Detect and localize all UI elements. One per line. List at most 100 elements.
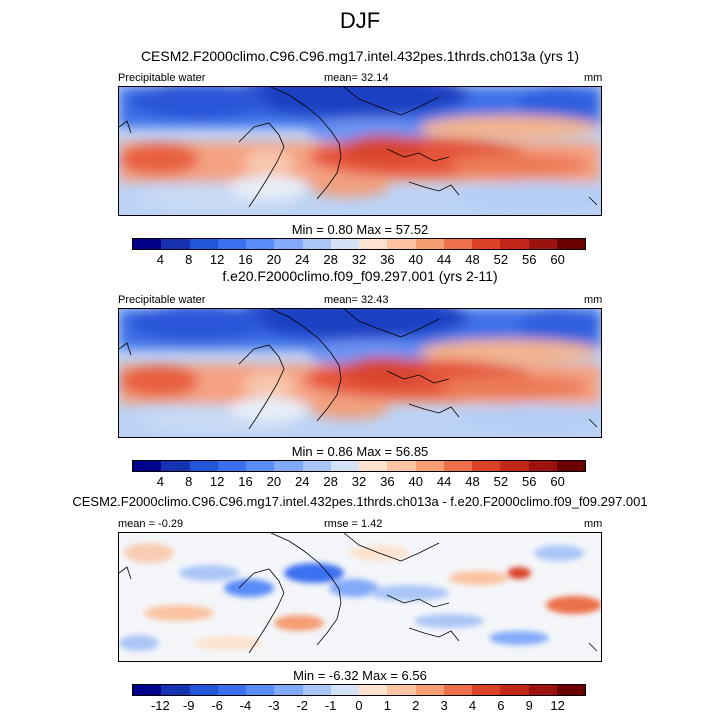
colorbar-swatch [528,461,557,471]
colorbar-tick-label: 6 [497,698,505,713]
colorbar-abs-2-ticks: 4 8 12 16 20 24 28 32 36 40 44 48 52 56 60 [132,474,586,489]
colorbar-swatch [415,685,444,695]
colorbar-swatch [189,239,218,249]
colorbar-swatch [246,685,275,695]
colorbar-tick-label: 4 [468,698,477,713]
panel2-mean-label: mean= 32.43 [324,294,389,306]
colorbar-tick-label: 0 [355,698,363,713]
colorbar-swatch [330,461,359,471]
colorbar-swatch [528,685,557,695]
colorbar-diff [132,684,586,696]
colorbar-tick-label: 56 [522,252,537,267]
colorbar-tick-label: 48 [465,474,480,489]
colorbar-swatch [330,239,359,249]
colorbar-swatch [189,461,218,471]
colorbar-swatch [387,685,416,695]
colorbar-swatch [359,685,388,695]
panel1-title: CESM2.F2000climo.C96.C96.mg17.intel.432p… [140,48,580,64]
colorbar-swatch [302,685,331,695]
colorbar-abs-1-ticks: 4 8 12 16 20 24 28 32 36 40 44 48 52 56 60 [132,252,586,267]
colorbar-tick-label: 8 [185,474,193,489]
colorbar-tick-label: 9 [525,698,533,713]
colorbar-tick-label: 20 [266,252,282,267]
colorbar-swatch [133,685,162,695]
colorbar-tick-label: 28 [323,474,338,489]
colorbar-tick-label: 2 [412,698,420,713]
panel2-title: f.e20.F2000climo.f09_f09.297.001 (yrs 2-… [222,268,498,284]
colorbar-swatch [500,461,529,471]
colorbar-swatch [500,239,529,249]
colorbar-swatch [556,461,585,471]
colorbar-tick-label: -3 [268,698,280,713]
panel1-map [118,86,602,216]
colorbar-abs-1 [132,238,586,250]
colorbar-swatch [217,239,246,249]
colorbar-tick-label: 8 [185,252,193,267]
colorbar-tick-label: 32 [351,252,367,267]
colorbar-swatch [302,239,331,249]
colorbar-tick-label: 52 [493,252,509,267]
panel2-units: mm [584,294,603,306]
colorbar-tick-label: 60 [550,474,565,489]
colorbar-swatch [472,461,501,471]
colorbar-tick-label: 60 [550,252,565,267]
colorbar-abs-2 [132,460,586,472]
colorbar-swatch [443,461,472,471]
colorbar-tick-label: -9 [182,698,195,713]
panel1-variable-label: Precipitable water [118,72,206,84]
colorbar-tick-label: 48 [465,252,480,267]
colorbar-swatch [387,461,416,471]
colorbar-swatch [133,461,162,471]
panel2-variable-label: Precipitable water [118,294,206,306]
colorbar-tick-label: 36 [380,252,395,267]
colorbar-swatch [217,461,246,471]
colorbar-tick-label: 24 [295,252,310,267]
colorbar-tick-label: 44 [436,474,452,489]
panel3-title: CESM2.F2000climo.C96.C96.mg17.intel.432p… [72,494,648,509]
panel1-mean-label: mean= 32.14 [324,72,389,84]
colorbar-tick-label: 3 [440,698,448,713]
colorbar-swatch [556,685,585,695]
panel3-heatmap [119,533,601,661]
colorbar-tick-label: 16 [238,474,253,489]
colorbar-swatch [189,685,218,695]
colorbar-tick-label: -2 [296,698,309,713]
colorbar-tick-label: 40 [408,252,423,267]
colorbar-swatch [246,239,275,249]
colorbar-swatch [472,685,501,695]
panel3-mean-label: mean = -0.29 [118,518,184,530]
colorbar-swatch [415,461,444,471]
colorbar-swatch [246,461,275,471]
colorbar-swatch [443,685,472,695]
colorbar-swatch [387,239,416,249]
colorbar-tick-label: 52 [493,474,509,489]
colorbar-tick-label: 12 [209,252,225,267]
colorbar-tick-label: -4 [239,698,252,713]
colorbar-tick-label: 16 [238,252,253,267]
colorbar-tick-label: -6 [211,698,223,713]
colorbar-tick-label: -1 [324,698,337,713]
colorbar-swatch [133,239,162,249]
colorbar-swatch [161,239,190,249]
colorbar-tick-label: 40 [408,474,423,489]
colorbar-swatch [472,239,501,249]
colorbar-tick-label: 44 [436,252,452,267]
colorbar-tick-label: 28 [323,252,338,267]
colorbar-swatch [500,685,529,695]
colorbar-tick-label: 4 [156,474,164,489]
colorbar-swatch [274,239,303,249]
colorbar-tick-label: 24 [295,474,310,489]
colorbar-tick-label: -12 [150,698,170,713]
colorbar-swatch [302,461,331,471]
colorbar-tick-label: 1 [383,698,391,713]
colorbar-swatch [274,685,303,695]
colorbar-swatch [528,239,557,249]
panel3-map [118,532,602,662]
colorbar-tick-label: 12 [550,698,565,713]
colorbar-tick-label: 12 [209,474,225,489]
colorbar-tick-label: 56 [522,474,537,489]
colorbar-swatch [161,461,190,471]
season-title: DJF [339,8,381,33]
panel3-rmse-label: rmse = 1.42 [324,518,383,530]
panel1-units: mm [584,72,603,84]
